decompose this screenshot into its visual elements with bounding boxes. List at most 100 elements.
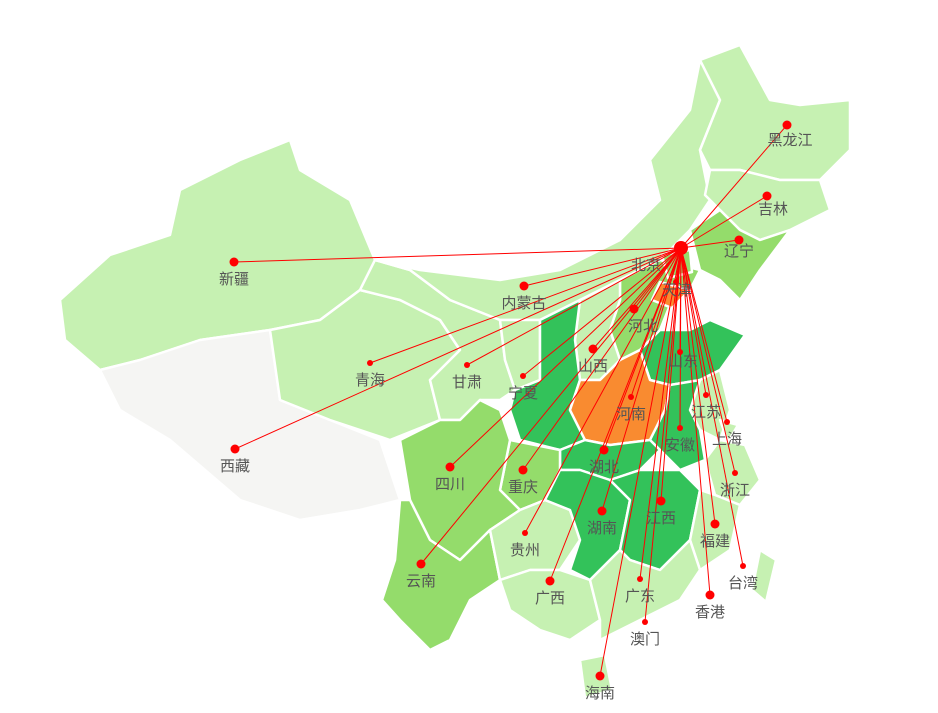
region-label: 江苏 [691,403,721,421]
flow-line [680,239,740,249]
region-label: 浙江 [720,481,750,499]
target-point[interactable] [595,671,605,681]
region-label: 重庆 [508,478,538,496]
target-point[interactable] [445,462,455,472]
region-label: 宁夏 [508,384,538,402]
flow-line [524,247,682,534]
target-point[interactable] [734,235,744,245]
region-label: 内蒙古 [501,294,546,312]
flow-line [522,247,682,471]
target-point[interactable] [545,576,555,586]
region-label: 四川 [435,475,465,493]
province-31[interactable] [750,548,778,604]
flow-line [449,247,682,468]
province-1[interactable] [98,328,402,522]
target-point[interactable] [710,519,720,529]
target-point[interactable] [588,344,598,354]
target-point[interactable] [629,304,639,314]
flow-line [680,247,736,474]
target-point[interactable] [367,360,373,366]
region-label: 湖北 [589,458,619,476]
region-label: 安徽 [665,436,695,454]
flow-line [680,247,711,596]
region-label: 福建 [700,532,730,550]
target-point[interactable] [518,465,528,475]
province-layer [58,43,852,700]
target-point[interactable] [673,279,679,285]
region-label: 云南 [406,572,436,590]
flow-line [523,247,682,287]
region-label: 河南 [616,405,646,423]
target-point[interactable] [705,590,715,600]
flow-line [630,247,682,398]
target-point[interactable] [230,444,240,454]
flow-line [680,247,744,567]
target-point[interactable] [724,419,730,425]
flow-line [420,247,682,565]
flow-line [639,247,682,580]
target-point[interactable] [762,191,772,201]
region-label: 贵州 [510,541,540,559]
target-point[interactable] [416,559,426,569]
target-point[interactable] [229,257,239,267]
region-label: 北京 [631,256,661,274]
region-label: 青海 [355,371,385,389]
target-point[interactable] [520,373,526,379]
flow-line [680,124,788,249]
target-point[interactable] [732,470,738,476]
region-label: 甘肃 [452,373,482,391]
region-label: 广西 [535,589,565,607]
target-point[interactable] [519,281,529,291]
region-label: 天津 [662,281,692,299]
province-29[interactable] [588,538,702,642]
province-5[interactable] [698,43,852,182]
target-point[interactable] [597,506,607,516]
target-point[interactable] [464,362,470,368]
region-label: 山东 [668,352,698,370]
target-point[interactable] [599,445,609,455]
flow-line [603,247,682,451]
flow-line [369,247,682,364]
region-label: 香港 [695,603,725,621]
flow-line [592,247,682,350]
flow-line [680,247,707,396]
target-point[interactable] [677,425,683,431]
target-point[interactable] [677,349,683,355]
flow-line [680,247,728,423]
flow-line [549,247,682,582]
flow-line [233,247,682,263]
flow-line [234,247,682,450]
province-7[interactable] [688,208,792,302]
target-point[interactable] [628,394,634,400]
target-point[interactable] [637,576,643,582]
region-label: 辽宁 [724,242,754,260]
target-point[interactable] [522,530,528,536]
region-label: 台湾 [728,574,758,592]
source-point[interactable] [674,241,688,255]
region-label: 广东 [625,587,655,605]
flow-line [680,247,716,525]
region-label: 吉林 [758,200,788,218]
flow-line [601,247,682,512]
points-layer [229,120,792,681]
target-point[interactable] [740,563,746,569]
region-label: 黑龙江 [767,131,812,149]
flow-line [599,247,682,677]
region-label: 新疆 [219,270,249,288]
region-label: 上海 [712,430,742,448]
region-label: 山西 [578,357,608,375]
target-point[interactable] [656,496,666,506]
region-label: 湖南 [587,519,617,537]
target-point[interactable] [642,619,648,625]
flow-line [522,247,682,377]
province-23[interactable] [380,498,502,652]
target-point[interactable] [703,392,709,398]
region-label: 海南 [585,684,615,702]
region-label: 西藏 [220,457,250,475]
target-point[interactable] [782,120,792,130]
flow-line [644,247,682,623]
province-27[interactable] [688,488,742,572]
region-label: 河北 [628,317,658,335]
